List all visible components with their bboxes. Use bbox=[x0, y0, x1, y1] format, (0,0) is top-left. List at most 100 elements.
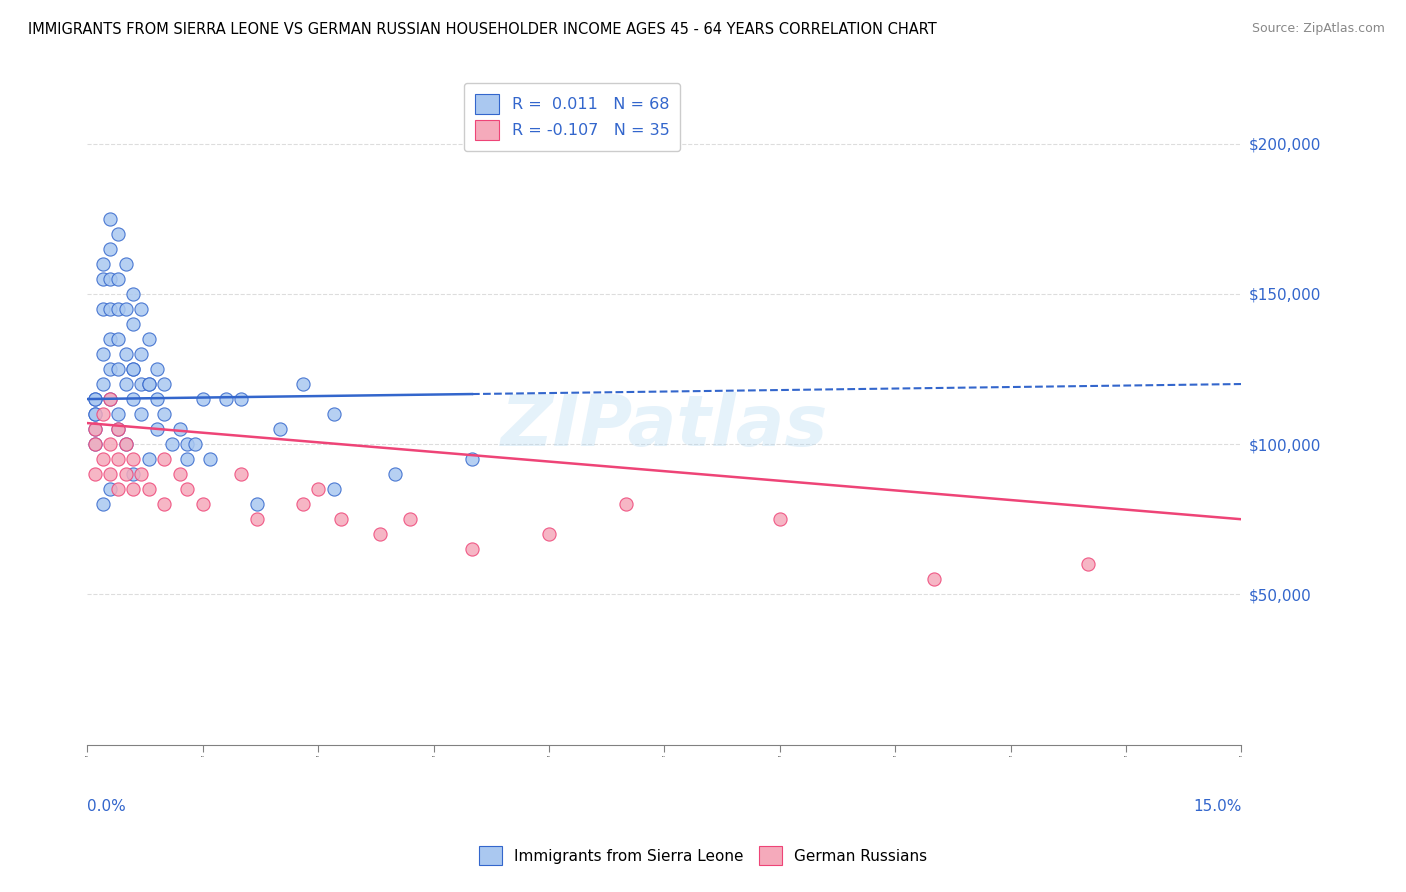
Point bbox=[122, 452, 145, 467]
Point bbox=[114, 467, 136, 482]
Point bbox=[176, 437, 198, 451]
Point bbox=[330, 512, 353, 526]
Text: 15.0%: 15.0% bbox=[1194, 798, 1241, 814]
Point bbox=[107, 452, 129, 467]
Point bbox=[122, 362, 145, 376]
Point bbox=[114, 437, 136, 451]
Point bbox=[245, 512, 267, 526]
Point bbox=[91, 407, 114, 421]
Point bbox=[200, 452, 222, 467]
Point bbox=[169, 467, 191, 482]
Point bbox=[145, 422, 167, 436]
Point bbox=[100, 362, 122, 376]
Point bbox=[138, 452, 160, 467]
Point bbox=[307, 482, 329, 496]
Point bbox=[215, 392, 238, 406]
Point bbox=[100, 482, 122, 496]
Point bbox=[176, 452, 198, 467]
Point bbox=[269, 422, 291, 436]
Point bbox=[91, 452, 114, 467]
Point bbox=[107, 422, 129, 436]
Text: ZIPatlas: ZIPatlas bbox=[501, 392, 828, 461]
Point bbox=[138, 482, 160, 496]
Point bbox=[107, 227, 129, 241]
Point bbox=[537, 527, 560, 541]
Point bbox=[100, 332, 122, 346]
Point bbox=[84, 407, 107, 421]
Point bbox=[122, 467, 145, 482]
Point bbox=[100, 211, 122, 226]
Point bbox=[122, 362, 145, 376]
Point bbox=[91, 301, 114, 316]
Legend: Immigrants from Sierra Leone, German Russians: Immigrants from Sierra Leone, German Rus… bbox=[472, 840, 934, 871]
Text: Source: ZipAtlas.com: Source: ZipAtlas.com bbox=[1251, 22, 1385, 36]
Point bbox=[122, 392, 145, 406]
Point bbox=[384, 467, 406, 482]
Point bbox=[100, 437, 122, 451]
Text: IMMIGRANTS FROM SIERRA LEONE VS GERMAN RUSSIAN HOUSEHOLDER INCOME AGES 45 - 64 Y: IMMIGRANTS FROM SIERRA LEONE VS GERMAN R… bbox=[28, 22, 936, 37]
Point bbox=[107, 332, 129, 346]
Point bbox=[100, 301, 122, 316]
Point bbox=[368, 527, 391, 541]
Point bbox=[153, 497, 176, 511]
Text: 0.0%: 0.0% bbox=[87, 798, 127, 814]
Point bbox=[107, 407, 129, 421]
Point bbox=[91, 377, 114, 392]
Point bbox=[322, 482, 344, 496]
Point bbox=[769, 512, 792, 526]
Point bbox=[107, 422, 129, 436]
Point bbox=[107, 301, 129, 316]
Point bbox=[84, 422, 107, 436]
Point bbox=[291, 377, 314, 392]
Point bbox=[122, 482, 145, 496]
Point bbox=[91, 347, 114, 361]
Point bbox=[114, 301, 136, 316]
Point bbox=[922, 572, 945, 586]
Point bbox=[84, 392, 107, 406]
Point bbox=[114, 347, 136, 361]
Point bbox=[322, 407, 344, 421]
Point bbox=[129, 377, 152, 392]
Point bbox=[231, 467, 253, 482]
Point bbox=[176, 482, 198, 496]
Point bbox=[114, 257, 136, 271]
Point bbox=[614, 497, 637, 511]
Point bbox=[145, 362, 167, 376]
Point bbox=[153, 407, 176, 421]
Point bbox=[114, 377, 136, 392]
Point bbox=[91, 272, 114, 286]
Point bbox=[84, 437, 107, 451]
Point bbox=[138, 377, 160, 392]
Point bbox=[184, 437, 207, 451]
Point bbox=[100, 392, 122, 406]
Point bbox=[129, 467, 152, 482]
Point bbox=[114, 437, 136, 451]
Point bbox=[191, 497, 214, 511]
Point bbox=[245, 497, 267, 511]
Point bbox=[107, 362, 129, 376]
Point bbox=[461, 542, 484, 557]
Point bbox=[191, 392, 214, 406]
Point bbox=[100, 242, 122, 256]
Point bbox=[91, 257, 114, 271]
Point bbox=[107, 482, 129, 496]
Point bbox=[84, 467, 107, 482]
Point bbox=[399, 512, 422, 526]
Point bbox=[138, 377, 160, 392]
Point bbox=[153, 452, 176, 467]
Point bbox=[138, 332, 160, 346]
Point bbox=[145, 392, 167, 406]
Point bbox=[1076, 558, 1098, 572]
Legend: R =  0.011   N = 68, R = -0.107   N = 35: R = 0.011 N = 68, R = -0.107 N = 35 bbox=[464, 83, 681, 151]
Point bbox=[122, 317, 145, 331]
Point bbox=[129, 301, 152, 316]
Point bbox=[107, 272, 129, 286]
Point bbox=[461, 452, 484, 467]
Point bbox=[153, 377, 176, 392]
Point bbox=[129, 347, 152, 361]
Point bbox=[169, 422, 191, 436]
Point bbox=[129, 407, 152, 421]
Point bbox=[100, 392, 122, 406]
Point bbox=[122, 286, 145, 301]
Point bbox=[84, 392, 107, 406]
